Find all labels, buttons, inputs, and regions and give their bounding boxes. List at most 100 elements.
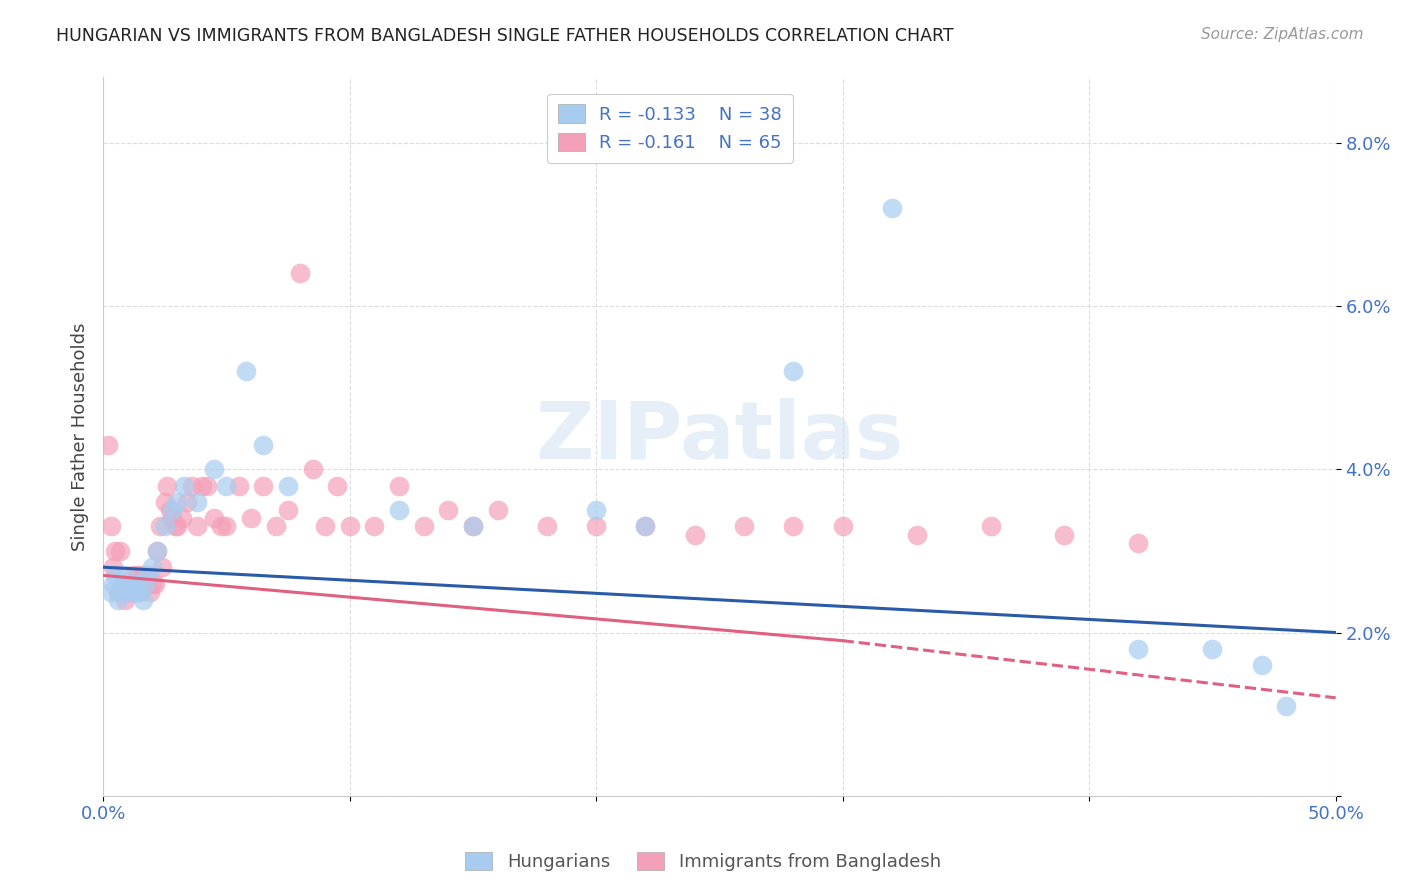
Point bbox=[141, 560, 163, 574]
Point bbox=[536, 519, 558, 533]
Point bbox=[136, 568, 159, 582]
Point bbox=[107, 592, 129, 607]
Point bbox=[264, 519, 287, 533]
Point bbox=[252, 438, 274, 452]
Point bbox=[905, 527, 928, 541]
Point bbox=[127, 568, 149, 582]
Point bbox=[159, 503, 181, 517]
Point bbox=[111, 576, 134, 591]
Point bbox=[141, 576, 163, 591]
Point bbox=[160, 511, 183, 525]
Point bbox=[228, 478, 250, 492]
Point bbox=[1275, 698, 1298, 713]
Point bbox=[585, 503, 607, 517]
Point bbox=[163, 519, 186, 533]
Point bbox=[388, 478, 411, 492]
Point bbox=[461, 519, 484, 533]
Point bbox=[683, 527, 706, 541]
Point bbox=[215, 478, 238, 492]
Point bbox=[101, 576, 124, 591]
Point bbox=[202, 462, 225, 476]
Point bbox=[733, 519, 755, 533]
Point bbox=[153, 495, 176, 509]
Point bbox=[195, 478, 218, 492]
Point bbox=[339, 519, 361, 533]
Point bbox=[150, 560, 173, 574]
Point bbox=[186, 495, 208, 509]
Point bbox=[412, 519, 434, 533]
Point bbox=[186, 519, 208, 533]
Point bbox=[180, 478, 202, 492]
Point bbox=[131, 568, 153, 582]
Point bbox=[1250, 658, 1272, 673]
Point bbox=[1201, 641, 1223, 656]
Point bbox=[129, 584, 152, 599]
Point bbox=[326, 478, 349, 492]
Point bbox=[1053, 527, 1076, 541]
Text: ZIPatlas: ZIPatlas bbox=[536, 398, 904, 475]
Point bbox=[124, 584, 146, 599]
Point bbox=[211, 519, 233, 533]
Point bbox=[388, 503, 411, 517]
Point bbox=[1128, 535, 1150, 549]
Point bbox=[146, 544, 169, 558]
Point bbox=[486, 503, 509, 517]
Point bbox=[156, 478, 179, 492]
Text: HUNGARIAN VS IMMIGRANTS FROM BANGLADESH SINGLE FATHER HOUSEHOLDS CORRELATION CHA: HUNGARIAN VS IMMIGRANTS FROM BANGLADESH … bbox=[56, 27, 953, 45]
Point bbox=[131, 592, 153, 607]
Point bbox=[127, 576, 149, 591]
Y-axis label: Single Father Households: Single Father Households bbox=[72, 322, 89, 550]
Point bbox=[202, 511, 225, 525]
Point bbox=[240, 511, 263, 525]
Point bbox=[166, 519, 188, 533]
Point bbox=[363, 519, 385, 533]
Point bbox=[461, 519, 484, 533]
Point bbox=[114, 592, 136, 607]
Point bbox=[146, 544, 169, 558]
Point bbox=[110, 544, 132, 558]
Point bbox=[166, 495, 188, 509]
Point bbox=[97, 438, 120, 452]
Point bbox=[117, 576, 139, 591]
Point bbox=[121, 584, 143, 599]
Point bbox=[215, 519, 238, 533]
Point bbox=[139, 584, 162, 599]
Point bbox=[124, 584, 146, 599]
Point bbox=[170, 511, 193, 525]
Point bbox=[107, 584, 129, 599]
Point bbox=[252, 478, 274, 492]
Point bbox=[100, 519, 122, 533]
Point bbox=[120, 584, 142, 599]
Point bbox=[134, 576, 156, 591]
Point bbox=[782, 364, 804, 378]
Point bbox=[101, 560, 124, 574]
Point bbox=[136, 568, 159, 582]
Point bbox=[277, 478, 299, 492]
Point bbox=[149, 519, 172, 533]
Point bbox=[585, 519, 607, 533]
Point bbox=[143, 576, 166, 591]
Legend: R = -0.133    N = 38, R = -0.161    N = 65: R = -0.133 N = 38, R = -0.161 N = 65 bbox=[547, 94, 793, 163]
Point bbox=[314, 519, 336, 533]
Point bbox=[117, 584, 139, 599]
Point bbox=[129, 584, 152, 599]
Point bbox=[173, 478, 195, 492]
Point bbox=[104, 544, 127, 558]
Point bbox=[634, 519, 657, 533]
Point bbox=[831, 519, 853, 533]
Point bbox=[121, 568, 143, 582]
Legend: Hungarians, Immigrants from Bangladesh: Hungarians, Immigrants from Bangladesh bbox=[458, 845, 948, 879]
Point bbox=[235, 364, 257, 378]
Point bbox=[301, 462, 323, 476]
Point bbox=[634, 519, 657, 533]
Text: Source: ZipAtlas.com: Source: ZipAtlas.com bbox=[1201, 27, 1364, 42]
Point bbox=[1128, 641, 1150, 656]
Point bbox=[110, 584, 132, 599]
Point bbox=[153, 519, 176, 533]
Point bbox=[176, 495, 198, 509]
Point bbox=[880, 201, 903, 215]
Point bbox=[980, 519, 1002, 533]
Point bbox=[104, 568, 127, 582]
Point bbox=[782, 519, 804, 533]
Point bbox=[437, 503, 460, 517]
